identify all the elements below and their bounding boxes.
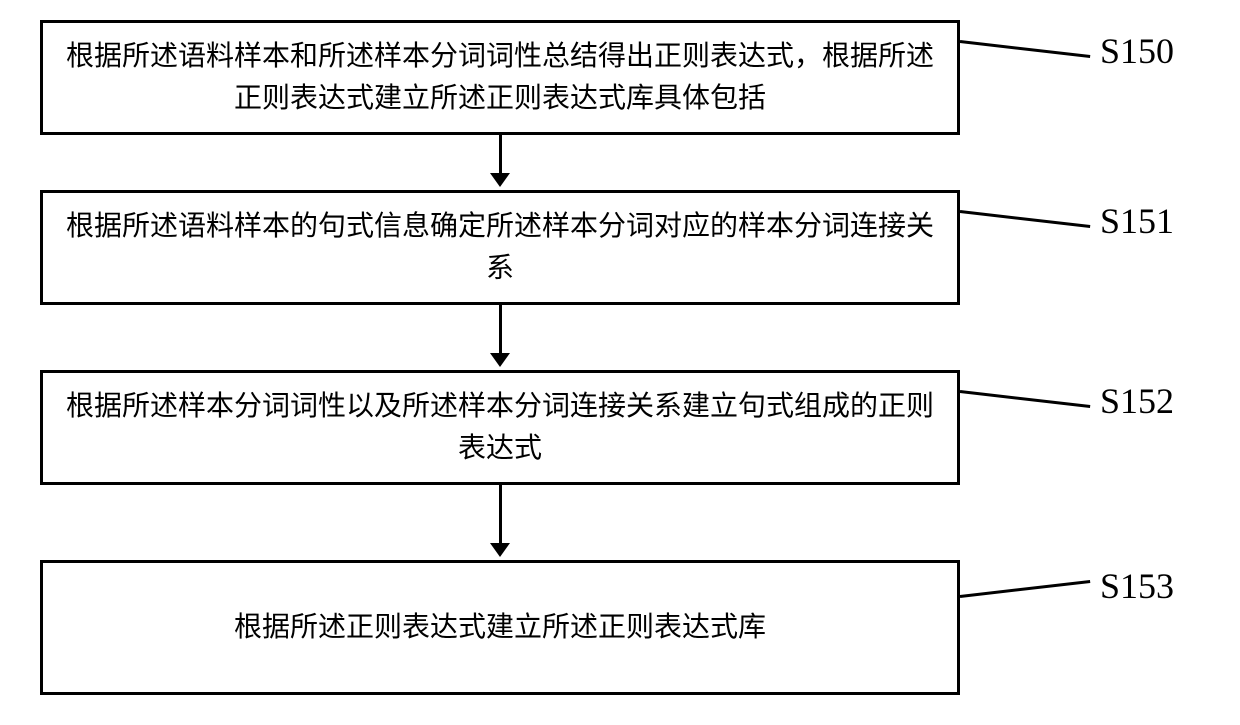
step-box-s153: 根据所述正则表达式建立所述正则表达式库 [40,560,960,695]
step-text: 根据所述正则表达式建立所述正则表达式库 [234,607,766,649]
step-box-s152: 根据所述样本分词词性以及所述样本分词连接关系建立句式组成的正则表达式 [40,370,960,485]
step-label-s152: S152 [1100,380,1174,422]
label-connector-line [960,580,1090,598]
step-label-s153: S153 [1100,565,1174,607]
label-connector-line [960,390,1090,408]
step-text: 根据所述语料样本的句式信息确定所述样本分词对应的样本分词连接关系 [63,206,937,290]
step-text: 根据所述样本分词词性以及所述样本分词连接关系建立句式组成的正则表达式 [63,386,937,470]
arrow-down-icon [490,485,510,557]
arrow-down-icon [490,305,510,367]
step-label-s150: S150 [1100,30,1174,72]
step-box-s150: 根据所述语料样本和所述样本分词词性总结得出正则表达式，根据所述正则表达式建立所述… [40,20,960,135]
flowchart-canvas: 根据所述语料样本和所述样本分词词性总结得出正则表达式，根据所述正则表达式建立所述… [0,0,1240,725]
step-box-s151: 根据所述语料样本的句式信息确定所述样本分词对应的样本分词连接关系 [40,190,960,305]
label-connector-line [960,40,1090,58]
arrow-down-icon [490,135,510,187]
step-label-s151: S151 [1100,200,1174,242]
step-text: 根据所述语料样本和所述样本分词词性总结得出正则表达式，根据所述正则表达式建立所述… [63,36,937,120]
label-connector-line [960,210,1090,228]
